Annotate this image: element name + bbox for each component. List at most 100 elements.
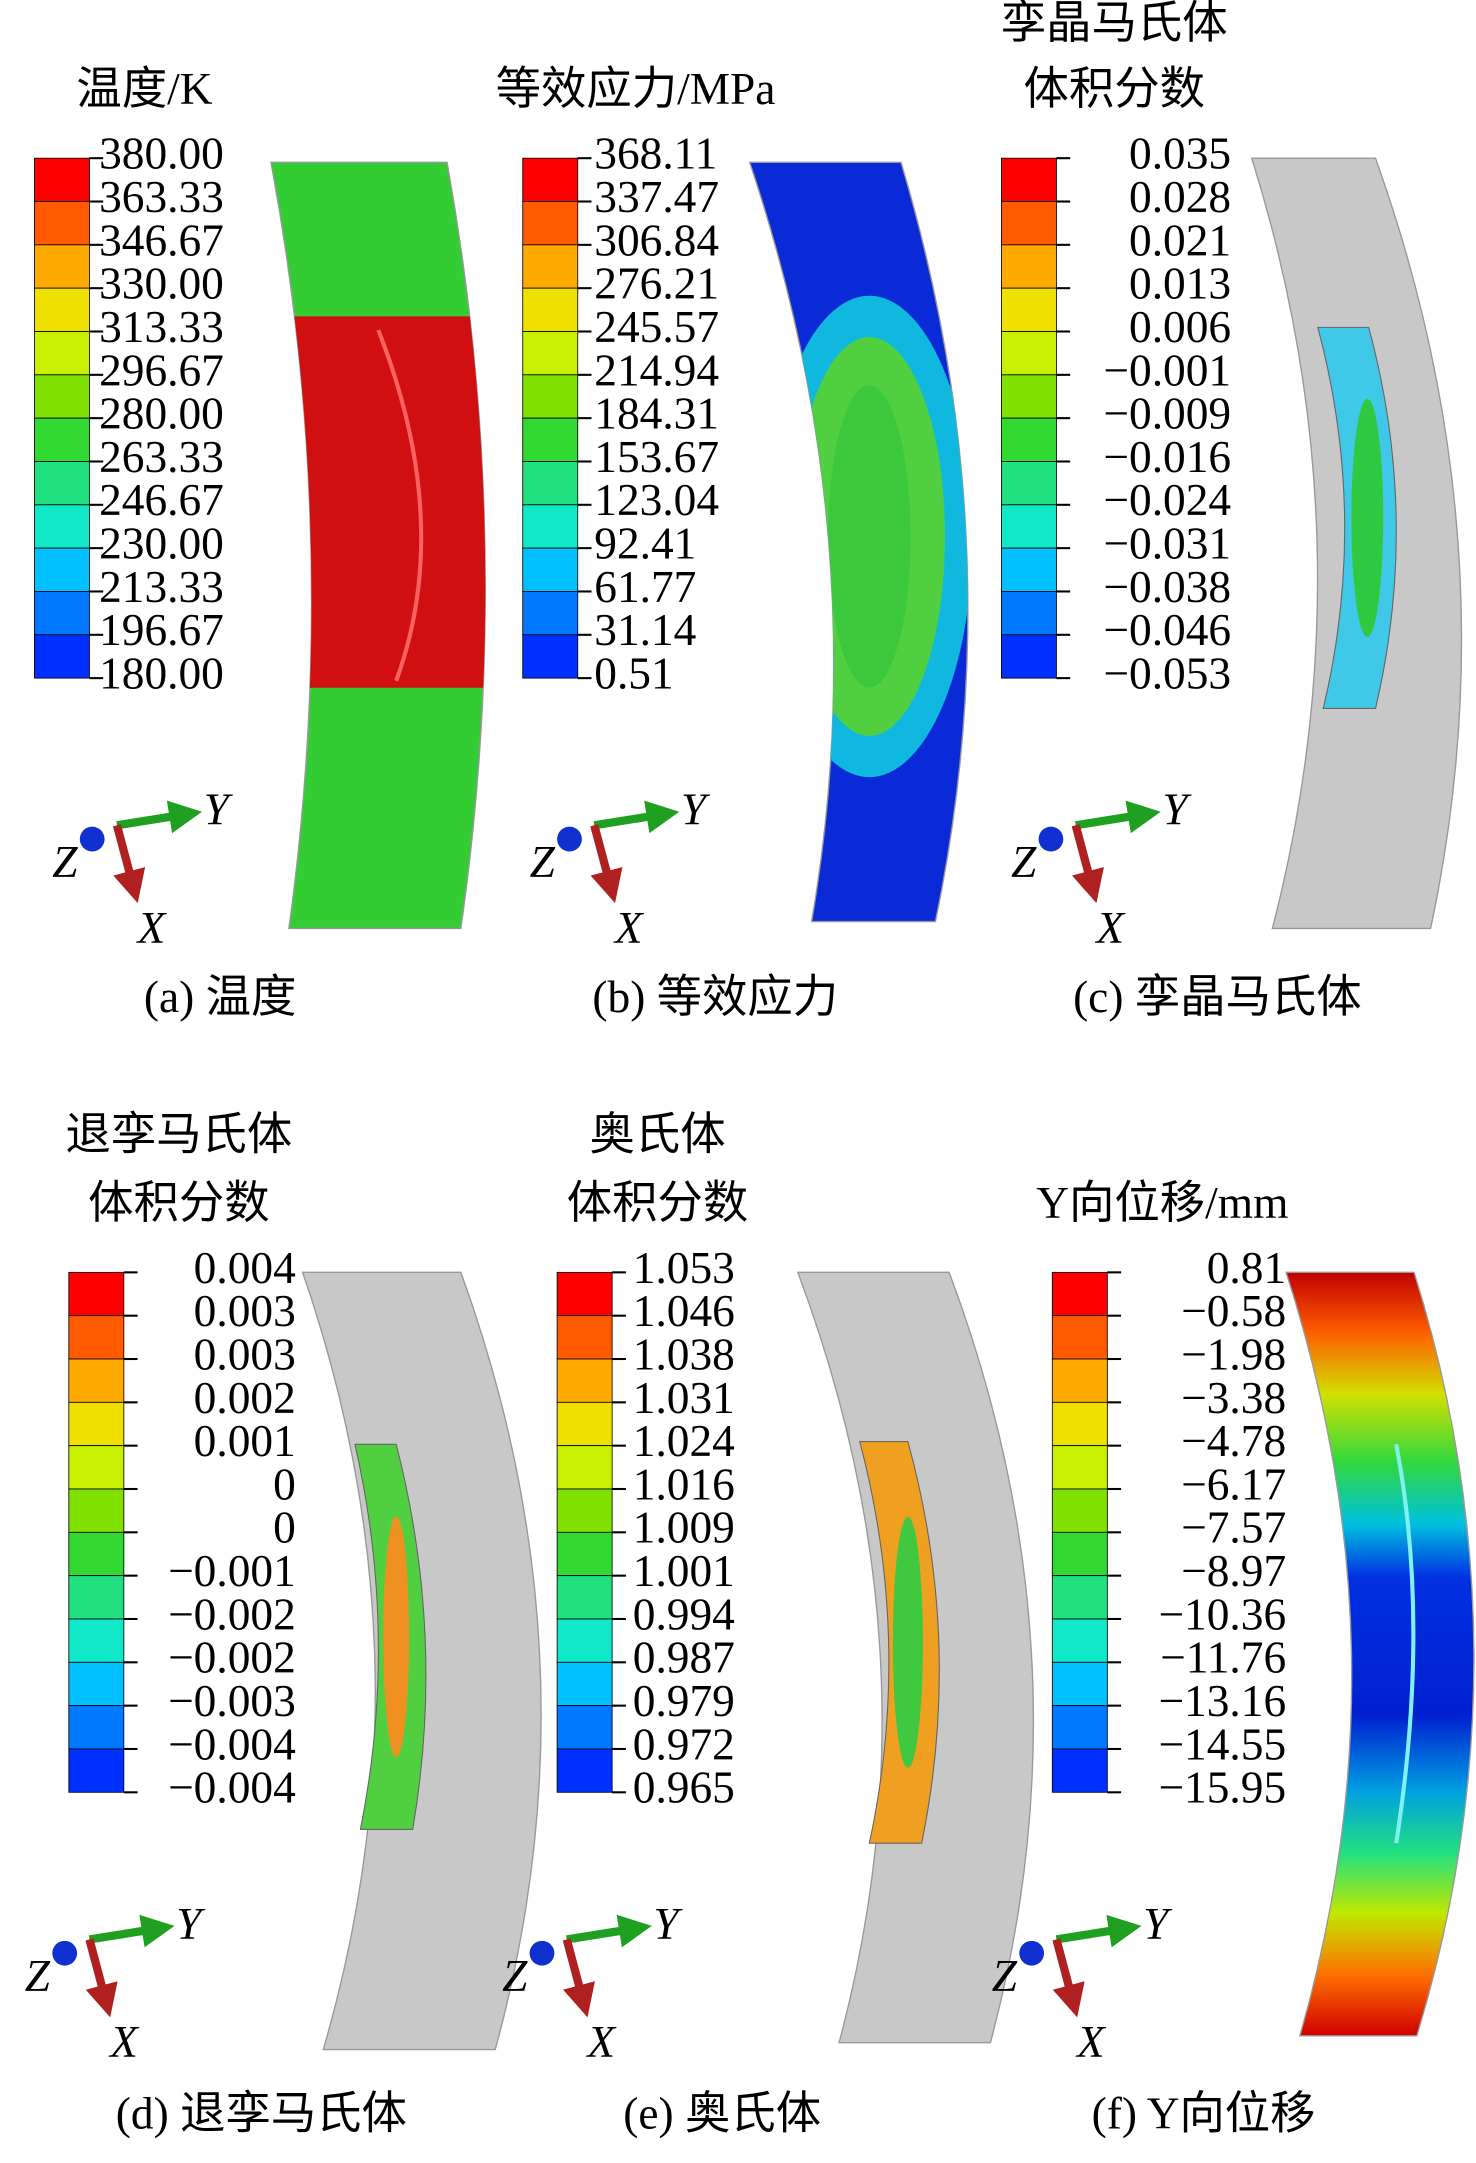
legend-title: 退孪马氏体 (65, 1109, 292, 1159)
legend-label: 263.33 (99, 432, 224, 482)
legend-band (522, 244, 579, 289)
legend-label: −7.57 (1181, 1503, 1286, 1553)
legend-band (34, 417, 90, 462)
triad-z (1019, 1940, 1045, 1966)
legend-label: 123.04 (594, 475, 719, 525)
legend-band (34, 157, 90, 202)
legend-label: −4.78 (1181, 1416, 1286, 1466)
legend-label: 245.57 (594, 302, 719, 352)
legend-label: 153.67 (594, 432, 719, 482)
legend-band (1051, 1575, 1108, 1620)
triad-x (112, 824, 146, 904)
triad-z (52, 1940, 78, 1966)
legend-band (1051, 1401, 1108, 1447)
legend-band (556, 1315, 613, 1360)
caption: (c) 孪晶马氏体 (1073, 972, 1362, 1022)
triad-y (88, 1914, 175, 1948)
triad-label: Y (176, 1899, 206, 1949)
edge-line (1394, 1443, 1416, 1844)
legend-label: −3.38 (1181, 1373, 1286, 1423)
triad-z (1038, 826, 1064, 852)
legend-band (68, 1575, 125, 1620)
legend-label: −0.053 (1103, 649, 1231, 699)
legend-band (34, 634, 90, 679)
triad-x (562, 1938, 595, 2018)
caption: (f) Y向位移 (1092, 2089, 1316, 2139)
legend-label: 0.51 (594, 649, 673, 699)
legend-label: 313.33 (99, 302, 224, 352)
legend-label: −0.003 (168, 1676, 296, 1726)
legend-label: 0.003 (194, 1329, 296, 1379)
legend-band (68, 1661, 125, 1707)
triad-label: Z (1011, 837, 1037, 887)
legend-label: 0.81 (1207, 1243, 1286, 1293)
legend-band (68, 1271, 125, 1317)
triad-label: Y (681, 785, 711, 835)
legend-label: 1.016 (633, 1459, 735, 1509)
legend-label: −15.95 (1158, 1763, 1286, 1813)
legend-band (1051, 1488, 1108, 1533)
legend-band (68, 1488, 125, 1533)
legend-label: −10.36 (1158, 1589, 1286, 1639)
caption: (a) 温度 (144, 972, 296, 1022)
caption: (d) 退孪马氏体 (116, 2089, 407, 2139)
legend-title: 孪晶马氏体 (1001, 0, 1228, 48)
legend-label: −0.038 (1103, 562, 1231, 612)
legend-band (522, 374, 579, 419)
triad-x (1052, 1938, 1085, 2018)
caption: (b) 等效应力 (592, 972, 838, 1022)
legend-band (556, 1488, 613, 1533)
triad-z (79, 826, 105, 852)
legend-label: 346.67 (99, 215, 224, 265)
legend-label: 363.33 (99, 172, 224, 222)
legend-title: 体积分数 (1023, 64, 1205, 114)
triad-label: Y (1143, 1899, 1173, 1949)
triad-z (529, 1940, 555, 1966)
triad-label: X (1094, 903, 1126, 953)
panel: Y向位移/mm 0.81−0.58−1.98−3.38−4.78−6.17−7.5… (992, 1178, 1475, 2139)
legend-label: 1.001 (633, 1546, 735, 1596)
legend-label: −0.016 (1103, 432, 1231, 482)
legend-band (1000, 374, 1057, 419)
legend-label: 180.00 (99, 649, 224, 699)
legend-band (1051, 1445, 1108, 1490)
triad-y (1055, 1914, 1142, 1948)
legend-band (1000, 157, 1057, 202)
legend-band (522, 504, 579, 549)
legend-band (1000, 461, 1057, 506)
legend-label: −0.046 (1103, 605, 1231, 655)
triad-x (590, 824, 623, 904)
model-detail (271, 316, 486, 688)
legend-label: −0.002 (168, 1633, 296, 1683)
legend-label: 337.47 (594, 172, 719, 222)
legend-band (34, 547, 90, 592)
legend-label: 0.972 (633, 1719, 735, 1769)
transform-core (1351, 398, 1384, 637)
legend-title: 温度/K (76, 64, 212, 114)
model-detail (766, 295, 968, 778)
legend-band (556, 1661, 613, 1707)
panel: 退孪马氏体体积分数0.0040.0030.0030.0020.00100−0.0… (25, 1109, 542, 2139)
legend-band (68, 1748, 125, 1793)
model (1285, 1271, 1475, 2037)
legend-band (1000, 634, 1057, 679)
legend-label: −0.002 (168, 1589, 296, 1639)
transform-core (892, 1516, 923, 1768)
triad-z (557, 826, 582, 852)
triad-label: X (585, 2017, 617, 2067)
legend-label: −11.76 (1160, 1633, 1286, 1683)
legend-label: 330.00 (99, 259, 224, 309)
legend-band (1051, 1271, 1108, 1317)
triad-y (566, 1914, 652, 1948)
legend-label: −14.55 (1158, 1719, 1286, 1769)
legend-band (1051, 1705, 1108, 1750)
legend-band (68, 1401, 125, 1447)
model-detail (1394, 1443, 1416, 1844)
legend-band (34, 591, 90, 636)
legend-band (556, 1358, 613, 1403)
legend-label: 1.046 (633, 1286, 735, 1336)
triad-label: Z (502, 1951, 528, 2001)
legend-label: −8.97 (1181, 1546, 1286, 1596)
